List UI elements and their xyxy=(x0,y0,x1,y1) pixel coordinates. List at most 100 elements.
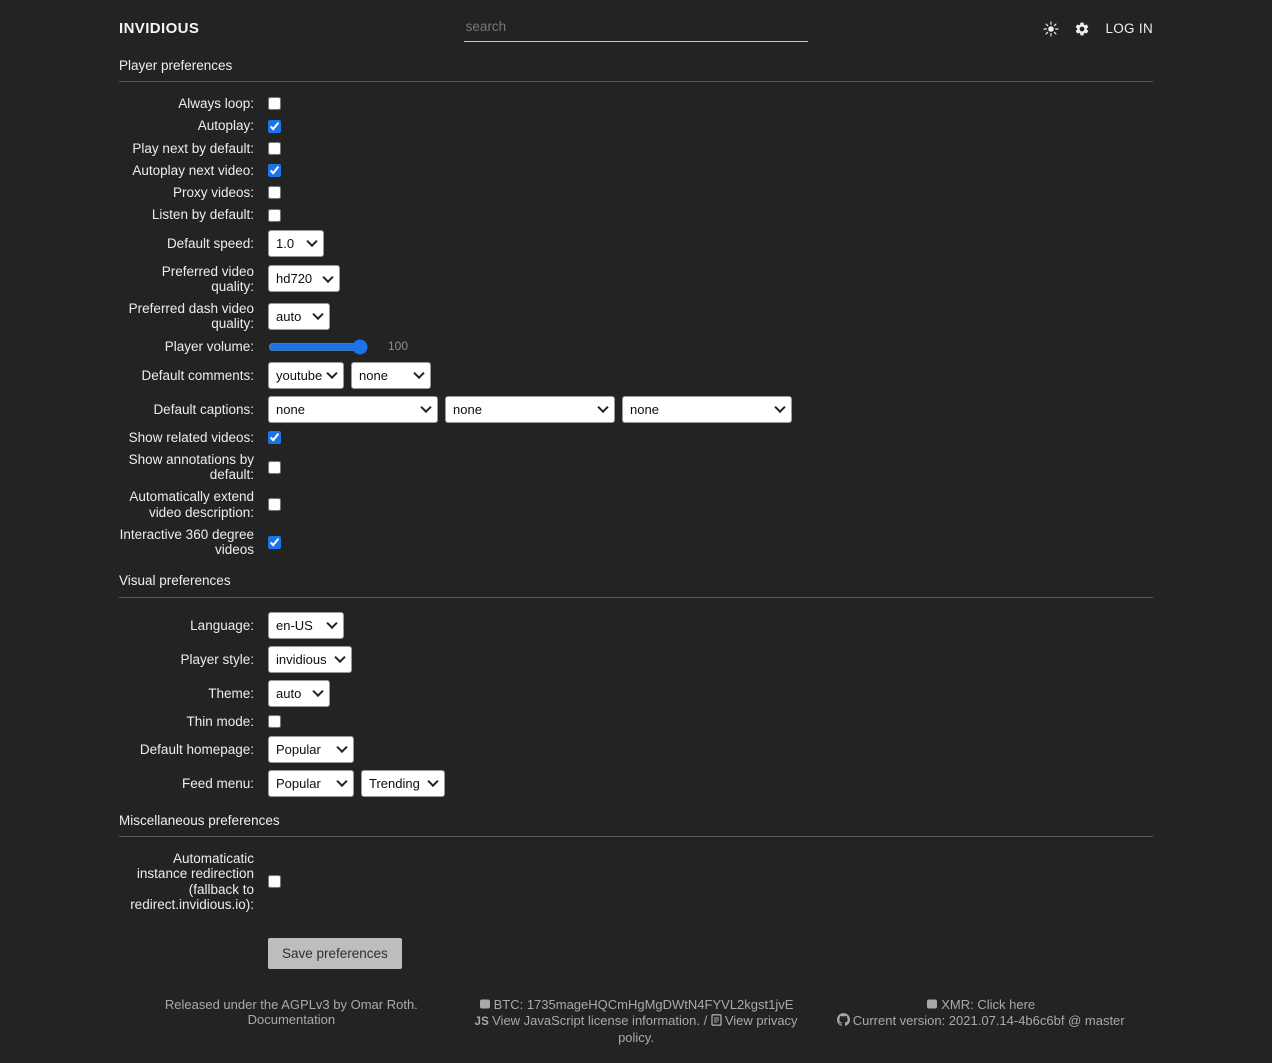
pref-row-always-loop: Always loop: xyxy=(119,96,1153,111)
auto-redirect-checkbox[interactable] xyxy=(268,875,281,889)
pref-label: Preferred video quality: xyxy=(161,263,254,294)
pref-label: Default homepage: xyxy=(139,741,254,757)
feed-menu-2-select[interactable]: Trending xyxy=(361,769,445,797)
language-select[interactable]: en-US xyxy=(268,611,344,639)
navbar-left: INVIDIOUS xyxy=(119,20,464,38)
section-divider xyxy=(119,836,1153,838)
page-container: INVIDIOUS xyxy=(119,0,1153,1063)
pref-label: Interactive 360 degree videos xyxy=(119,526,254,558)
page-footer: Released under the AGPLv3 by Omar Roth. … xyxy=(119,997,1153,1063)
theme-toggle-sun-icon[interactable] xyxy=(1043,21,1060,37)
privacy-document-icon xyxy=(711,1014,722,1029)
pref-row-related: Show related videos: xyxy=(119,430,1153,445)
pref-label: Feed menu: xyxy=(181,775,254,791)
save-preferences-button[interactable]: Save preferences xyxy=(268,938,402,970)
navbar-right: LOG IN xyxy=(808,21,1153,37)
pref-row-autoplay-next: Autoplay next video: xyxy=(119,163,1153,178)
save-row: Save preferences xyxy=(268,938,1153,970)
footer-license-column: Released under the AGPLv3 by Omar Roth. … xyxy=(119,997,464,1045)
always-loop-checkbox[interactable] xyxy=(268,97,281,111)
footer-version-column: XMR: Click here Current version: 2021.07… xyxy=(808,997,1153,1045)
js-license-link[interactable]: View JavaScript license information. xyxy=(492,1013,700,1029)
pref-row-quality: Preferred video quality: hd720 xyxy=(119,264,1153,295)
pref-label: Default speed: xyxy=(166,235,254,251)
pref-label: Default captions: xyxy=(153,401,254,417)
xmr-label: XMR: xyxy=(941,997,978,1013)
section-divider xyxy=(119,596,1153,598)
listen-by-default-checkbox[interactable] xyxy=(268,208,281,222)
pref-label: Proxy videos: xyxy=(172,185,254,201)
pref-row-auto-redirect: Automaticatic instance redirection (fall… xyxy=(119,851,1153,912)
pref-row-listen: Listen by default: xyxy=(119,207,1153,222)
thin-mode-checkbox[interactable] xyxy=(268,714,281,728)
captions-2-select[interactable]: none xyxy=(445,395,615,423)
xmr-link[interactable]: Click here xyxy=(977,997,1036,1013)
preferences-gear-icon[interactable] xyxy=(1074,21,1090,37)
pref-row-player-style: Player style: invidious xyxy=(119,645,1153,673)
documentation-link[interactable]: Documentation xyxy=(247,1012,336,1028)
version-text: Current version: 2021.07.14-4b6c6bf @ ma… xyxy=(852,1013,1125,1029)
pref-label: Show annotations by default: xyxy=(128,451,254,483)
theme-select[interactable]: auto xyxy=(268,679,330,707)
preferences-form: Player preferences Always loop: Autoplay… xyxy=(119,58,1153,970)
top-navbar: INVIDIOUS xyxy=(119,0,1153,42)
bitcoin-icon xyxy=(479,998,491,1013)
pref-row-feed-menu: Feed menu: Popular Trending xyxy=(119,769,1153,797)
monero-icon xyxy=(926,998,938,1013)
pref-label: Language: xyxy=(190,617,254,633)
github-icon xyxy=(836,1013,850,1029)
pref-row-vr360: Interactive 360 degree videos xyxy=(119,527,1153,558)
related-videos-checkbox[interactable] xyxy=(268,430,281,444)
pref-row-thin-mode: Thin mode: xyxy=(119,714,1153,729)
pref-label: Play next by default: xyxy=(132,140,254,156)
pref-row-theme: Theme: auto xyxy=(119,679,1153,707)
invidious-logo[interactable]: INVIDIOUS xyxy=(119,20,200,37)
pref-row-play-next: Play next by default: xyxy=(119,141,1153,156)
section-title-visual: Visual preferences xyxy=(119,573,231,589)
pref-label: Theme: xyxy=(208,685,254,701)
video-quality-select[interactable]: hd720 xyxy=(268,265,340,293)
pref-label: Automaticatic instance redirection (fall… xyxy=(130,851,254,912)
interactive-360-checkbox[interactable] xyxy=(268,535,281,549)
default-homepage-select[interactable]: Popular xyxy=(268,735,354,763)
pref-row-extend-desc: Automatically extend video description: xyxy=(119,489,1153,520)
autoplay-checkbox[interactable] xyxy=(268,119,281,133)
pref-row-comments: Default comments: youtube none xyxy=(119,361,1153,389)
dash-quality-select[interactable]: auto xyxy=(268,302,330,330)
volume-value: 100 xyxy=(388,339,409,354)
captions-3-select[interactable]: none xyxy=(622,395,792,423)
feed-menu-1-select[interactable]: Popular xyxy=(268,769,354,797)
section-title-player: Player preferences xyxy=(119,58,233,73)
navbar-search xyxy=(463,16,809,42)
section-divider xyxy=(119,81,1153,83)
pref-label: Autoplay: xyxy=(197,118,254,134)
pref-label: Default comments: xyxy=(141,367,254,383)
pref-row-speed: Default speed: 1.0 xyxy=(119,229,1153,257)
javascript-icon: JS xyxy=(474,1016,490,1029)
comments-source-1-select[interactable]: youtube xyxy=(268,361,344,389)
pref-label: Listen by default: xyxy=(151,207,254,223)
player-style-select[interactable]: invidious xyxy=(268,645,352,673)
annotations-checkbox[interactable] xyxy=(268,460,281,474)
extend-description-checkbox[interactable] xyxy=(268,498,281,512)
login-link[interactable]: LOG IN xyxy=(1105,20,1154,36)
pref-row-captions: Default captions: none none none xyxy=(119,395,1153,423)
section-title-misc: Miscellaneous preferences xyxy=(119,812,280,828)
pref-label: Autoplay next video: xyxy=(132,162,254,178)
pref-label: Show related videos: xyxy=(128,429,254,445)
search-input[interactable] xyxy=(463,16,809,42)
player-volume-slider[interactable] xyxy=(268,338,368,355)
comments-source-2-select[interactable]: none xyxy=(351,361,431,389)
footer-separator: / xyxy=(699,1013,711,1029)
pref-label: Always loop: xyxy=(178,96,254,112)
autoplay-next-checkbox[interactable] xyxy=(268,164,281,178)
default-speed-select[interactable]: 1.0 xyxy=(268,229,324,257)
pref-label: Preferred dash video quality: xyxy=(128,301,254,332)
btc-address: BTC: 1735mageHQCmHgMgDWtN4FYVL2kgst1jvE xyxy=(493,997,794,1013)
proxy-videos-checkbox[interactable] xyxy=(268,186,281,200)
play-next-checkbox[interactable] xyxy=(268,141,281,155)
footer-donate-btc-column: BTC: 1735mageHQCmHgMgDWtN4FYVL2kgst1jvE … xyxy=(464,997,809,1045)
pref-label: Thin mode: xyxy=(186,713,254,729)
pref-row-annotations: Show annotations by default: xyxy=(119,452,1153,483)
captions-1-select[interactable]: none xyxy=(268,395,438,423)
